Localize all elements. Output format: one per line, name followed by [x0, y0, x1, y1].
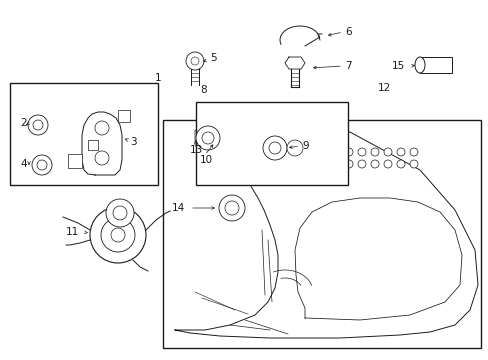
Text: 11: 11 — [66, 227, 79, 237]
Text: 4: 4 — [20, 159, 26, 169]
Text: 9: 9 — [302, 141, 308, 151]
Circle shape — [111, 228, 125, 242]
Text: 7: 7 — [345, 61, 351, 71]
Bar — [163, 120, 480, 348]
Text: 1: 1 — [155, 73, 162, 83]
Text: 8: 8 — [200, 85, 206, 95]
Circle shape — [37, 160, 47, 170]
Text: 15: 15 — [391, 61, 405, 71]
Circle shape — [196, 126, 220, 150]
Bar — [10, 83, 158, 185]
Circle shape — [396, 160, 404, 168]
Circle shape — [370, 148, 378, 156]
Circle shape — [101, 218, 135, 252]
Circle shape — [95, 121, 109, 135]
Circle shape — [95, 151, 109, 165]
Circle shape — [33, 120, 43, 130]
Circle shape — [202, 132, 214, 144]
Circle shape — [286, 140, 303, 156]
Circle shape — [318, 160, 326, 168]
Text: 12: 12 — [377, 83, 390, 93]
Text: 6: 6 — [345, 27, 351, 37]
Circle shape — [357, 160, 365, 168]
Text: 10: 10 — [200, 155, 213, 165]
Circle shape — [28, 115, 48, 135]
Circle shape — [224, 201, 239, 215]
Circle shape — [191, 57, 199, 65]
Bar — [419, 57, 451, 73]
Circle shape — [383, 148, 391, 156]
Bar — [88, 140, 98, 150]
Circle shape — [345, 148, 352, 156]
Circle shape — [32, 155, 52, 175]
Ellipse shape — [414, 57, 424, 73]
Circle shape — [409, 160, 417, 168]
Circle shape — [345, 160, 352, 168]
Text: 2: 2 — [20, 118, 26, 128]
Text: 14: 14 — [172, 203, 185, 213]
Circle shape — [219, 195, 244, 221]
Circle shape — [305, 160, 313, 168]
Bar — [68, 154, 82, 168]
Circle shape — [357, 148, 365, 156]
Bar — [229, 140, 267, 168]
Circle shape — [331, 160, 339, 168]
Circle shape — [106, 199, 134, 227]
Circle shape — [370, 160, 378, 168]
Bar — [196, 102, 347, 185]
Circle shape — [383, 160, 391, 168]
Circle shape — [90, 207, 146, 263]
Circle shape — [268, 142, 281, 154]
Circle shape — [409, 148, 417, 156]
Bar — [118, 110, 130, 122]
Circle shape — [185, 52, 203, 70]
Circle shape — [331, 148, 339, 156]
Text: 3: 3 — [130, 137, 136, 147]
Text: 5: 5 — [209, 53, 216, 63]
Circle shape — [263, 136, 286, 160]
Circle shape — [305, 148, 313, 156]
Text: 13: 13 — [190, 145, 203, 155]
Circle shape — [318, 148, 326, 156]
Circle shape — [396, 148, 404, 156]
Circle shape — [113, 206, 127, 220]
